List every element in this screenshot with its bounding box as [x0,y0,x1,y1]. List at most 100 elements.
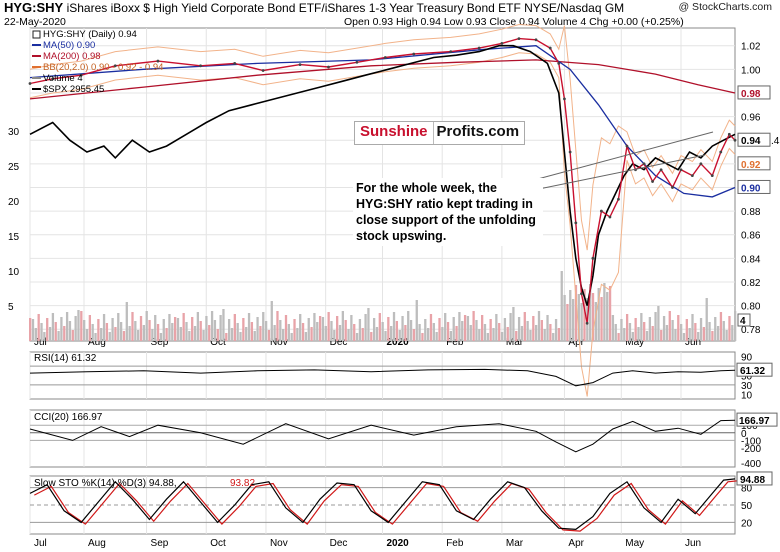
volume-bar [80,311,83,341]
volume-bar [267,330,271,341]
rsi-label: RSI(14) 61.32 [34,353,97,364]
volume-bar [40,323,43,341]
volume-bar [100,328,103,341]
volume-bar [330,321,333,341]
volume-bar [259,326,262,341]
volume-bar [625,314,629,341]
volume-bar [608,286,612,341]
volume-bar [384,331,387,341]
volume-bar [552,333,555,341]
volume-bar [299,314,302,341]
price-point [261,69,265,72]
volume-bar [370,332,373,341]
volume-bar [313,313,316,341]
source-credit: @ StockCharts.com [678,1,772,13]
volume-bar [577,294,580,341]
volume-bar [498,323,501,341]
volume-bar [301,323,305,341]
legend-entry: BB(20,2.0) 0.90 - 0.92 - 0.94 [43,62,163,73]
volume-bar [353,324,356,341]
price-point [651,180,654,183]
volume-bar [282,329,285,341]
volume-bar [296,328,299,341]
month-label: 2020 [387,337,410,348]
volume-bar [725,330,728,341]
volume-bar [606,292,609,341]
price-point [699,162,703,166]
volume-bar [119,322,123,341]
price-point [599,209,603,213]
annotation-note: For the whole week, the HYG:SHY ratio ke… [353,178,543,246]
volume-bar [617,333,620,341]
cci-label: CCI(20) 166.97 [34,412,103,423]
price-point [156,59,160,63]
volume-bar [665,325,669,341]
volume-bar [463,315,467,341]
volume-bar [660,330,663,341]
volume-bar [210,311,214,341]
volume-bar [441,327,444,341]
volume-bar [574,285,578,341]
volume-bar [688,328,691,341]
price-tick-label: 0.80 [741,302,761,313]
price-point [563,97,566,101]
volume-bar [515,331,518,341]
watermark-part2: Profits.com [432,122,525,144]
cci-tick-label: -400 [741,459,761,470]
volume-bar [543,329,546,341]
volume-bar [117,313,120,341]
month-label: Apr [568,337,584,348]
volume-bar [503,318,507,341]
volume-bar [589,284,592,341]
month-label: Nov [270,538,288,549]
volume-bar [273,325,276,341]
price-point [608,215,612,219]
price-line [29,37,736,324]
legend-entry: Volume 4 [43,73,83,84]
volume-bar [697,332,700,341]
rsi-tick-label: 90 [741,353,753,364]
volume-bar [614,324,617,341]
ma50-badge-box [737,179,771,194]
volume-bar [597,288,600,341]
volume-bar [520,326,524,341]
sto-label: Slow STO %K(14) %D(3) 94.88, [34,478,177,489]
volume-bar [728,316,731,341]
volume-bar [634,318,637,341]
volume-tick-label: 10 [8,267,20,278]
volume-bar [94,333,97,341]
volume-bar [37,314,40,341]
volume-bar [341,311,345,341]
volume-bar [466,316,470,341]
volume-bar [603,283,606,341]
price-badge: 0.94 [741,136,761,147]
volume-bar [134,321,137,341]
volume-bar [131,312,134,341]
volume-bar [125,302,128,341]
volume-bar [137,330,140,341]
volume-bar [702,327,706,341]
volume-bar [381,322,384,341]
volume-bar [489,319,492,341]
volume-bar [469,325,472,341]
volume-bar [682,333,686,341]
volume-bar [318,316,322,341]
price-tick-label: 0.84 [741,254,761,265]
volume-bar [367,308,370,341]
month-label: Apr [568,538,584,549]
volume-bar [424,319,427,341]
volume-bar [645,331,649,341]
volume-bar [648,317,652,341]
volume-bar [148,320,151,341]
volume-bar [361,328,364,341]
volume-bar [392,312,396,341]
volume-bar [677,315,680,341]
bollinger-upper [29,23,736,251]
volume-bar [557,328,561,341]
volume-bar [500,332,504,341]
price-point [690,174,694,178]
bb-badge-box [737,156,771,171]
volume-bar [154,315,157,341]
volume-bar [188,331,191,341]
legend-swatch [32,30,41,39]
